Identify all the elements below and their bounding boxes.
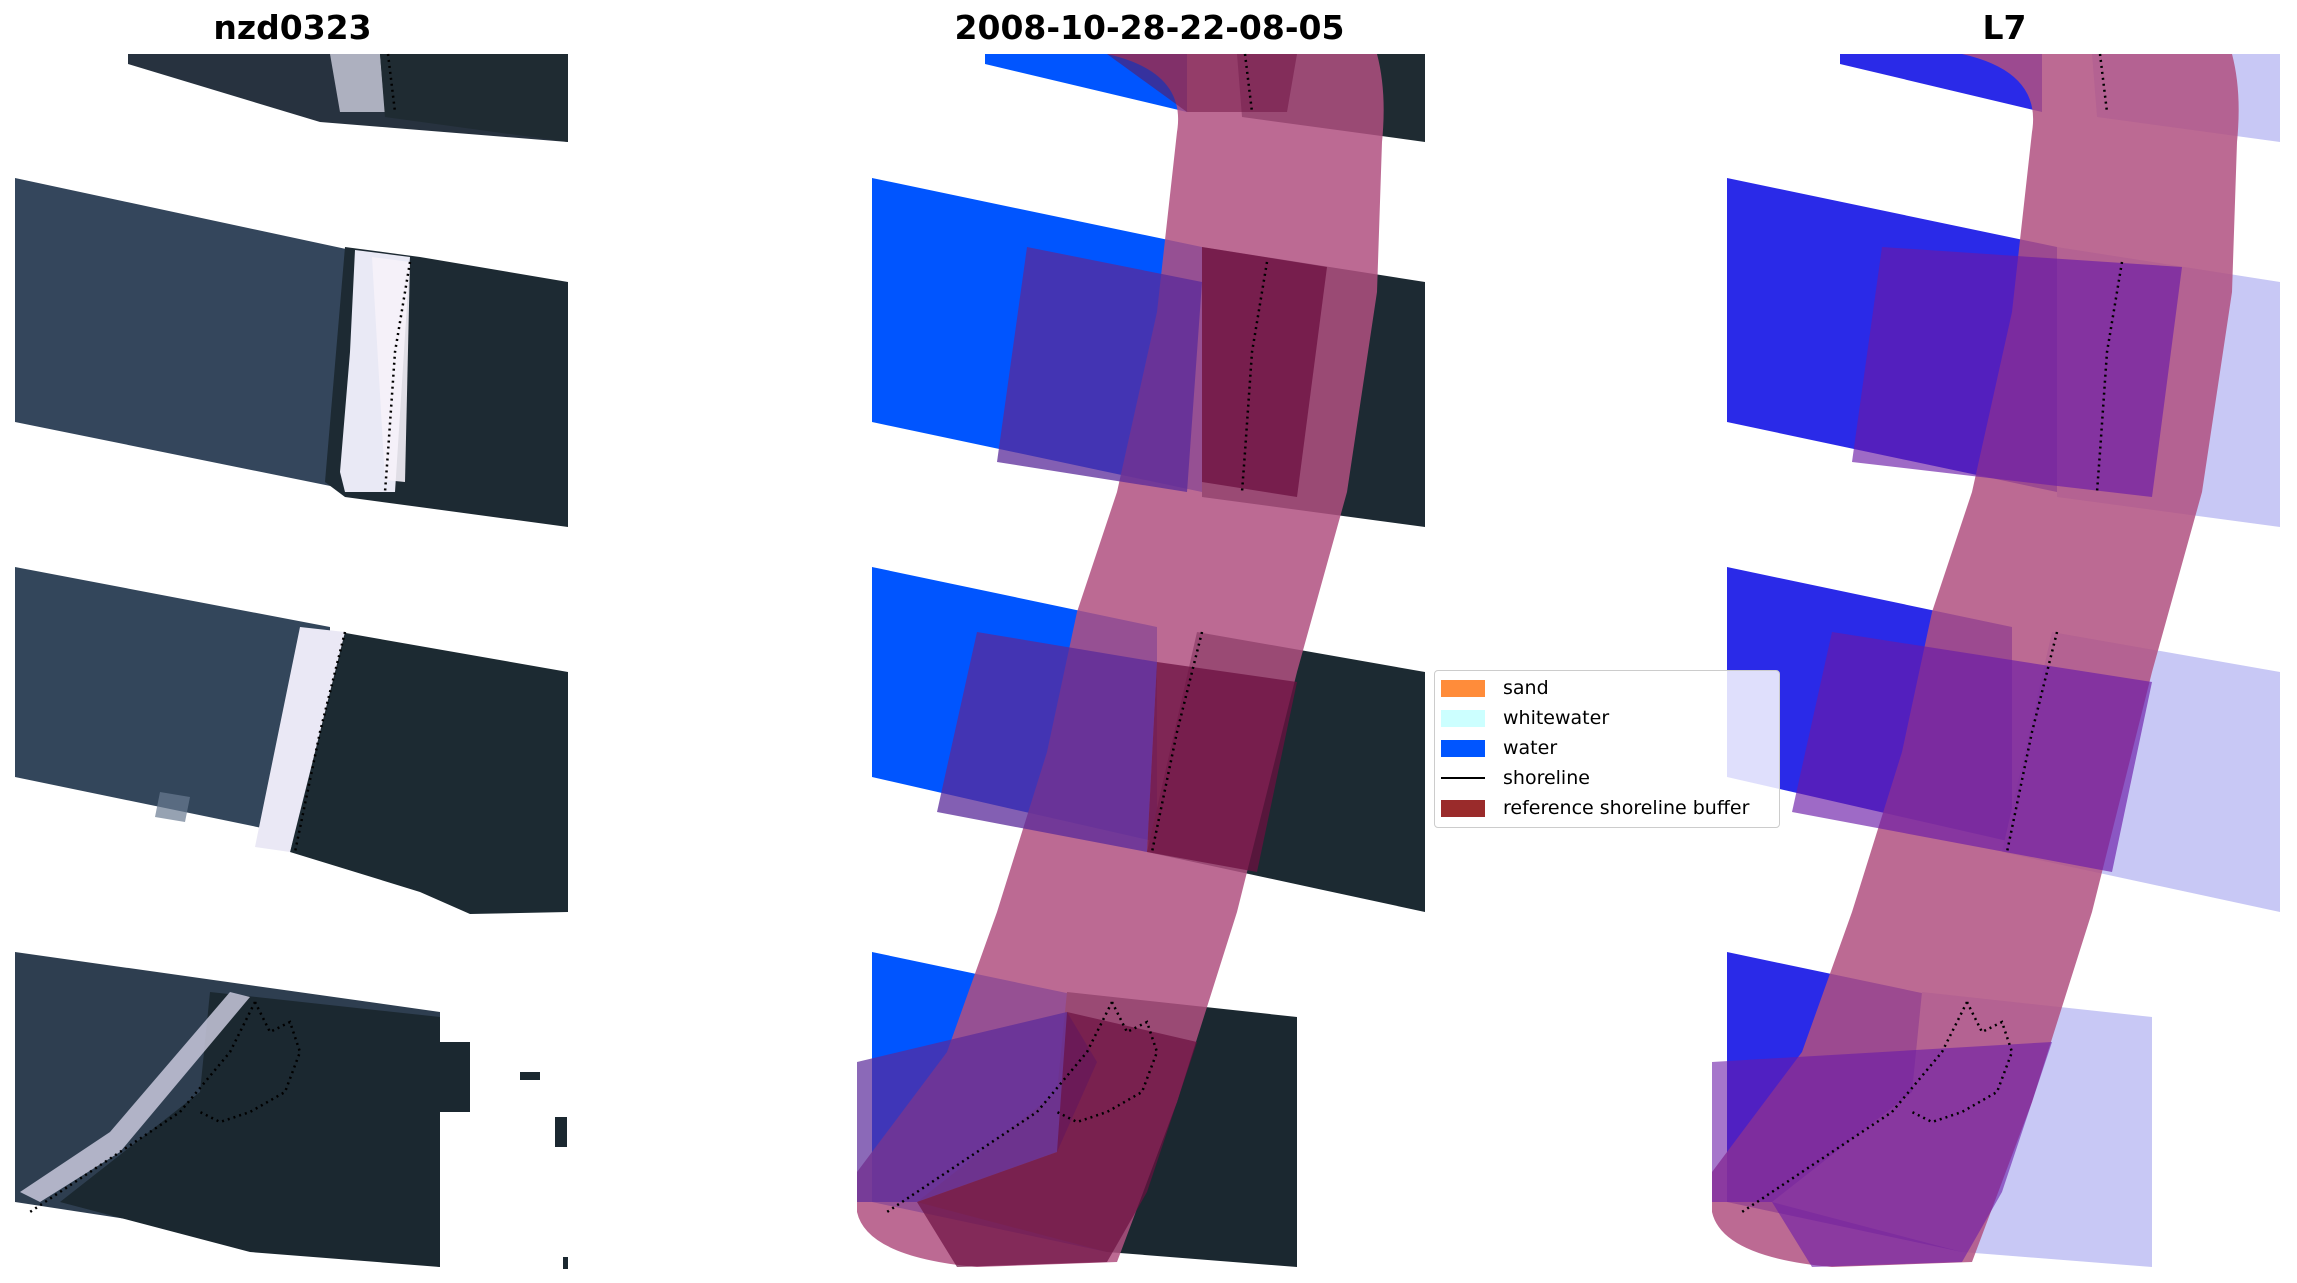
legend: sand whitewater water shoreline referenc…: [1434, 670, 1780, 828]
whitewater-swatch-icon: [1441, 709, 1485, 727]
rgb-strip-4: [15, 952, 568, 1269]
legend-label-water: water: [1503, 737, 1558, 759]
legend-item-whitewater: whitewater: [1441, 706, 1609, 730]
legend-item-water: water: [1441, 736, 1557, 760]
rgb-strip-3: [15, 567, 568, 914]
legend-label-sand: sand: [1503, 677, 1549, 699]
legend-label-shoreline: shoreline: [1503, 767, 1590, 789]
panel-rgb: nzd0323: [0, 0, 585, 1283]
panel-water-index: L7: [1712, 0, 2297, 1283]
water-index-image: [1712, 53, 2280, 1267]
water-swatch-icon: [1441, 739, 1485, 757]
buffer-swatch-icon: [1441, 799, 1485, 817]
rgb-strip-1: [128, 54, 568, 142]
rgb-image: [15, 53, 568, 1269]
legend-label-whitewater: whitewater: [1503, 707, 1610, 729]
legend-item-buffer: reference shoreline buffer: [1441, 796, 1749, 820]
classified-image: [857, 53, 1425, 1267]
legend-item-sand: sand: [1441, 676, 1549, 700]
panel-title-water-index: L7: [1982, 8, 2027, 47]
panel-classified: 2008-10-28-22-08-05: [857, 0, 1442, 1283]
sand-swatch-icon: [1441, 679, 1485, 697]
rgb-strip-2: [15, 178, 568, 527]
legend-label-buffer: reference shoreline buffer: [1503, 797, 1750, 819]
shoreline-line-icon: [1441, 777, 1485, 779]
panel-title-rgb: nzd0323: [213, 8, 372, 47]
legend-item-shoreline: shoreline: [1441, 766, 1590, 790]
panel-title-classified: 2008-10-28-22-08-05: [954, 8, 1345, 47]
